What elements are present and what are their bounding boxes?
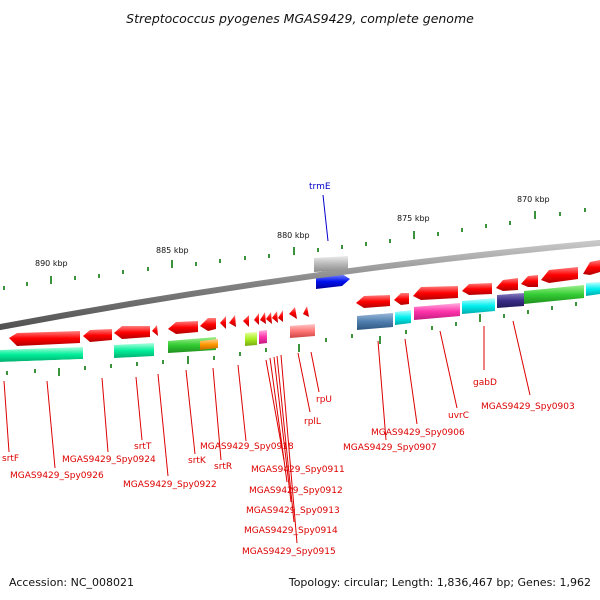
label-spy0914: MGAS9429_Spy0914: [244, 526, 338, 536]
gene-srtK: [200, 318, 216, 331]
label-spy0918: MGAS9429_Spy0918: [200, 442, 294, 452]
label-srtK: srtK: [188, 456, 207, 466]
gene-spy0903: [521, 275, 538, 287]
inner-tick-track: [6, 302, 577, 376]
gene-uvrC: [413, 286, 458, 300]
label-rpU: rpU: [316, 395, 332, 405]
gene-spy0922: [168, 321, 198, 334]
label-srtR: srtR: [214, 462, 232, 472]
label-spy0903: MGAS9429_Spy0903: [481, 402, 575, 412]
gene-gabD-b: [496, 278, 518, 291]
label-spy0911: MGAS9429_Spy0911: [251, 465, 345, 475]
gene-spy0918: [243, 315, 249, 327]
gene-spy0913: [266, 312, 272, 324]
gene-spy0911: [278, 310, 283, 322]
tick-label-870: 870 kbp: [517, 195, 550, 204]
label-leaders: [3, 320, 531, 544]
gene-spy0924: [83, 329, 112, 342]
label-srtF: srtF: [2, 454, 19, 464]
outer-tick-track: [3, 208, 586, 290]
gene-gabD-a: [462, 283, 492, 295]
genome-backbone: [0, 239, 600, 331]
gene-spy0926: [9, 331, 80, 346]
label-spy0924: MGAS9429_Spy0924: [62, 455, 156, 465]
label-trmE: trmE: [309, 182, 331, 192]
gene-srtT-b: [152, 325, 158, 336]
label-spy0915: MGAS9429_Spy0915: [242, 547, 336, 557]
label-rplL: rplL: [304, 417, 321, 427]
gene-spy0901: [583, 260, 600, 275]
label-spy0907: MGAS9429_Spy0907: [343, 443, 437, 453]
gene-labels: srtF MGAS9429_Spy0926 MGAS9429_Spy0924 s…: [2, 378, 575, 557]
label-spy0912: MGAS9429_Spy0912: [249, 486, 343, 496]
gene-trmE: [316, 274, 350, 289]
accession-text: Accession: NC_008021: [9, 576, 134, 589]
label-uvrC: uvrC: [448, 411, 469, 421]
tick-label-875: 875 kbp: [397, 214, 430, 223]
label-spy0913: MGAS9429_Spy0913: [246, 506, 340, 516]
tick-label-880: 880 kbp: [277, 231, 310, 240]
label-spy0926: MGAS9429_Spy0926: [10, 471, 104, 481]
genome-summary-text: Topology: circular; Length: 1,836,467 bp…: [288, 576, 591, 589]
gene-srtT: [114, 326, 150, 339]
label-gabD: gabD: [473, 378, 497, 388]
trmE-leader: [322, 194, 329, 242]
gene-spy0906: [394, 293, 409, 305]
tick-label-885: 885 kbp: [156, 246, 189, 255]
gene-rplL: [289, 307, 297, 319]
gene-rpU: [303, 306, 309, 317]
reverse-strand-genes: [9, 260, 600, 346]
tick-label-890: 890 kbp: [35, 259, 68, 268]
gene-srtR-b: [229, 315, 236, 327]
label-srtT: srtT: [134, 442, 152, 452]
label-spy0922: MGAS9429_Spy0922: [123, 480, 217, 490]
gene-spy0914: [260, 312, 266, 324]
gene-srtR-a: [220, 316, 226, 329]
gene-grey-feature: [314, 256, 348, 272]
gene-spy0912: [272, 311, 278, 323]
function-class-track: [0, 282, 600, 366]
gene-spy0902: [541, 267, 578, 283]
gene-spy0915: [254, 313, 259, 325]
map-title: Streptococcus pyogenes MGAS9429, complet…: [126, 11, 474, 26]
label-spy0906: MGAS9429_Spy0906: [371, 428, 465, 438]
gene-spy0907: [356, 295, 390, 308]
